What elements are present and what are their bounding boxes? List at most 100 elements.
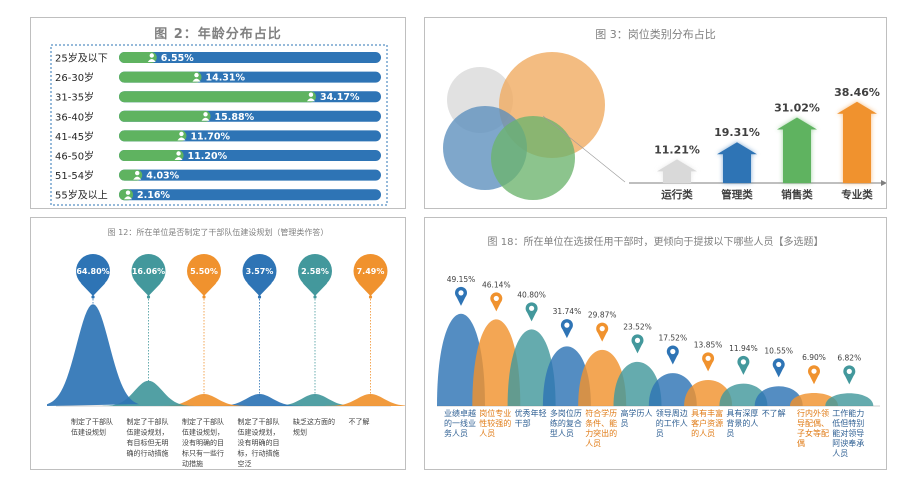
promo-category-label: 人员	[832, 449, 848, 458]
promo-pin-hole	[458, 290, 464, 296]
plan-marker: 2.58%	[298, 254, 332, 396]
promo-category-label: 背景的人	[726, 418, 758, 428]
promo-pin-hole	[670, 348, 676, 355]
promo-value-label: 23.52%	[623, 322, 652, 331]
promo-category-label: 具有丰富	[691, 408, 723, 418]
position-category-label: 运行类	[661, 188, 693, 201]
age-category-label: 51-54岁	[55, 169, 94, 182]
age-row: 36-40岁 15.88%	[55, 110, 381, 123]
plan-category-label: 伍建设规划	[71, 428, 106, 437]
plan-stem-dot	[368, 295, 373, 299]
age-bar	[119, 110, 211, 122]
promo-category-label: 优秀年轻	[515, 408, 547, 418]
plan-marker: 5.50%	[187, 254, 221, 396]
position-bar	[777, 117, 817, 183]
plan-category-label: 伍建设规划，	[238, 428, 280, 437]
promo-marker	[560, 319, 573, 339]
promo-category-label: 练的复合	[550, 418, 582, 428]
plan-curve	[158, 394, 250, 406]
promo-category-label: 能对领导	[832, 428, 864, 438]
promo-value-label: 11.94%	[729, 344, 758, 353]
age-bar-track	[119, 52, 381, 63]
promo-marker	[490, 292, 503, 312]
promo-category-label: 高学历人	[621, 408, 653, 418]
age-category-label: 46-50岁	[55, 150, 94, 163]
promo-curve	[754, 386, 803, 406]
promo-curve	[578, 349, 627, 406]
age-value-label: 4.03%	[146, 171, 179, 182]
age-bar	[119, 150, 184, 161]
promo-category-label: 导配偶、	[797, 418, 829, 428]
promo-pin-tip	[561, 328, 572, 339]
person-icon-body	[177, 137, 186, 141]
age-value-label: 6.55%	[161, 53, 194, 64]
promo-category-label: 人员	[585, 439, 601, 448]
age-chart: 25岁及以下 6.55% 26-30岁 14.31% 31-35岁 34.17% 36-40…	[50, 44, 388, 206]
plan-category-label: 制定了干部队	[238, 417, 280, 426]
age-row: 41-45岁 11.70%	[55, 130, 381, 143]
plan-value-label: 2.58%	[301, 267, 329, 276]
person-icon-head	[194, 72, 199, 78]
person-icon-body	[201, 117, 210, 121]
promo-category-label: 力突出的	[585, 428, 617, 438]
promo-value-label: 40.80%	[517, 290, 546, 299]
age-value-label: 2.16%	[137, 190, 170, 201]
plan-curve	[213, 394, 306, 406]
age-bar	[119, 130, 187, 142]
age-category-label: 36-40岁	[55, 110, 94, 123]
age-row: 26-30岁 14.31%	[55, 71, 381, 84]
age-category-label: 25岁及以下	[55, 52, 108, 65]
person-icon-head	[149, 53, 154, 58]
plan-category-label: 制定了干部队	[71, 417, 113, 426]
plan-marker: 16.06%	[131, 254, 166, 383]
age-bar-track	[119, 150, 381, 161]
plan-stem-dot	[257, 295, 262, 299]
plan-pin	[353, 254, 388, 288]
person-icon-head	[135, 170, 140, 176]
promo-curve	[719, 383, 768, 406]
age-value-label: 11.70%	[190, 131, 230, 142]
plan-value-label: 7.49%	[357, 267, 385, 276]
promo-pin-tip	[844, 374, 855, 385]
promo-curve	[507, 329, 556, 406]
promo-pin-tip	[809, 374, 819, 385]
promo-value-label: 6.82%	[837, 353, 861, 362]
plan-marker: 7.49%	[353, 254, 388, 396]
promo-pin-tip	[456, 295, 466, 306]
promo-category-label: 的一线业	[444, 418, 476, 428]
age-category-label: 31-35岁	[55, 91, 94, 104]
plan-curve	[269, 394, 361, 406]
age-row: 51-54岁 4.03%	[55, 169, 381, 182]
promo-category-label: 的工作人	[656, 418, 688, 428]
position-category-label: 销售类	[781, 188, 813, 201]
plan-curve	[324, 394, 405, 406]
plan-stem-dot	[202, 295, 206, 299]
promo-marker	[772, 358, 785, 378]
plan-pin	[131, 254, 166, 288]
promo-category-label: 多岗位历	[550, 408, 582, 418]
age-value-label: 11.20%	[188, 151, 228, 162]
venn-circle-green	[491, 116, 575, 200]
person-icon-head	[308, 92, 314, 97]
age-bar	[119, 91, 316, 103]
plan-category-label: 不了解	[349, 417, 370, 426]
promo-pin-tip	[773, 367, 784, 378]
promo-value-label: 17.52%	[658, 334, 687, 343]
position-bar	[657, 159, 697, 183]
promo-pin-hole	[740, 359, 746, 365]
promo-category-label: 子女等配	[797, 428, 829, 438]
plan-category-label: 标，行动措施	[238, 449, 280, 458]
position-category-label: 专业类	[841, 188, 873, 201]
promo-category-label: 员	[726, 429, 734, 438]
plan-pin	[76, 254, 110, 288]
plan-pin	[187, 254, 221, 288]
promo-value-label: 6.90%	[802, 353, 826, 362]
planning-chart: 64.80%制定了干部队伍建设规划16.06%制定了干部队伍建设规划，有目标但无…	[47, 254, 405, 468]
position-chart-title: 图 3：岗位类别分布占比	[595, 28, 716, 41]
x-axis-arrow	[881, 180, 886, 186]
promo-marker	[737, 355, 750, 375]
promo-category-label: 的人员	[691, 428, 715, 438]
position-bar	[717, 142, 757, 183]
promo-pin-hole	[493, 295, 499, 302]
plan-category-label: 规划	[293, 428, 307, 437]
